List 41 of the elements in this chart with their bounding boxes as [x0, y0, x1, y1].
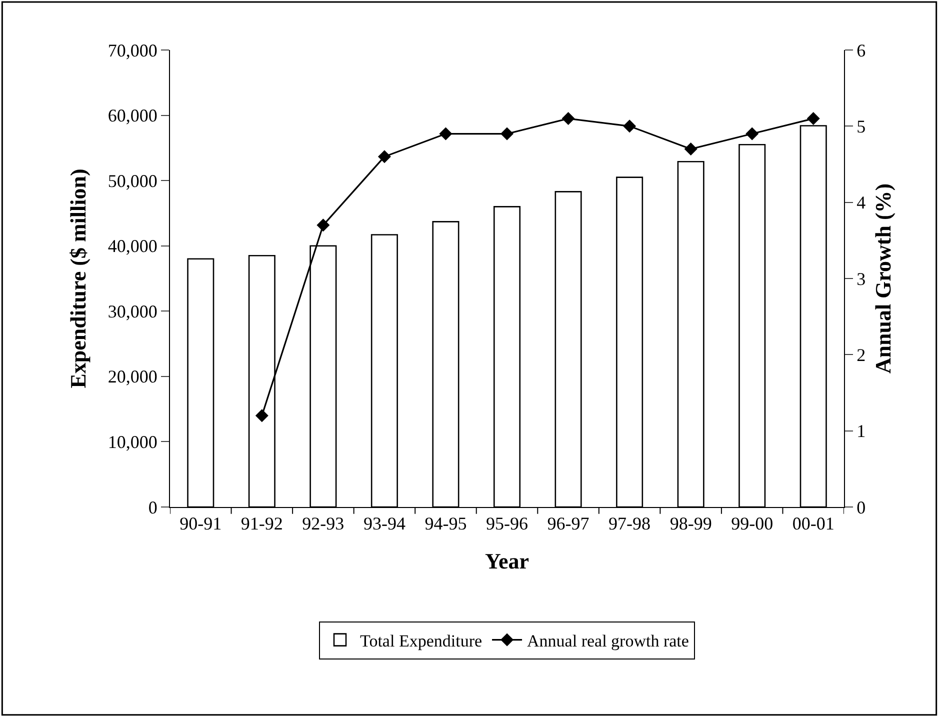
x-tick-label: 98-99: [670, 514, 712, 534]
x-tick-label: 93-94: [363, 514, 406, 534]
x-tick-label: 95-96: [486, 514, 528, 534]
y-tick-label: 50,000: [108, 170, 158, 191]
point: [378, 150, 391, 164]
y-tick-label: 70,000: [108, 40, 158, 60]
point: [316, 218, 330, 232]
point: [623, 120, 636, 133]
x-tick-label: 96-97: [547, 514, 590, 534]
legend-label: Annual real growth rate: [527, 631, 689, 650]
y-tick-label: 60,000: [108, 106, 158, 126]
y2-tick-label: 6: [856, 40, 866, 60]
x-tick-label: 00-01: [792, 514, 834, 534]
y2-tick-label: 4: [856, 192, 866, 213]
y2-tick-label: 5: [856, 116, 866, 136]
y2-tick-label: 2: [856, 344, 866, 365]
x-tick-label: 92-93: [302, 514, 344, 534]
y-tick-label: 40,000: [108, 236, 158, 256]
y2-tick-label: 3: [856, 268, 866, 289]
point: [255, 409, 268, 422]
y-tick-label: 30,000: [108, 301, 158, 322]
point: [746, 127, 759, 140]
point: [439, 127, 452, 140]
x-tick-label: 99-00: [731, 514, 774, 534]
x-tick-label: 97-98: [608, 514, 651, 534]
point: [562, 112, 575, 126]
y2-axis-title: Annual Growth (%): [870, 183, 896, 374]
y2-tick-label: 1: [856, 421, 866, 442]
y-tick-label: 20,000: [108, 366, 158, 387]
point: [806, 112, 820, 126]
y2-tick-label: 0: [856, 497, 866, 518]
x-tick-label: 91-92: [240, 514, 283, 534]
x-tick-label: 90-91: [180, 514, 222, 534]
x-axis-title: Year: [485, 548, 530, 574]
legend-label: Total Expenditure: [360, 631, 482, 650]
point: [684, 142, 698, 156]
x-tick-label: 94-95: [424, 514, 467, 534]
y-axis-title: Expenditure ($ million): [66, 168, 91, 388]
point: [500, 127, 514, 140]
y-tick-label: 0: [148, 497, 158, 518]
y-tick-label: 10,000: [108, 432, 158, 452]
